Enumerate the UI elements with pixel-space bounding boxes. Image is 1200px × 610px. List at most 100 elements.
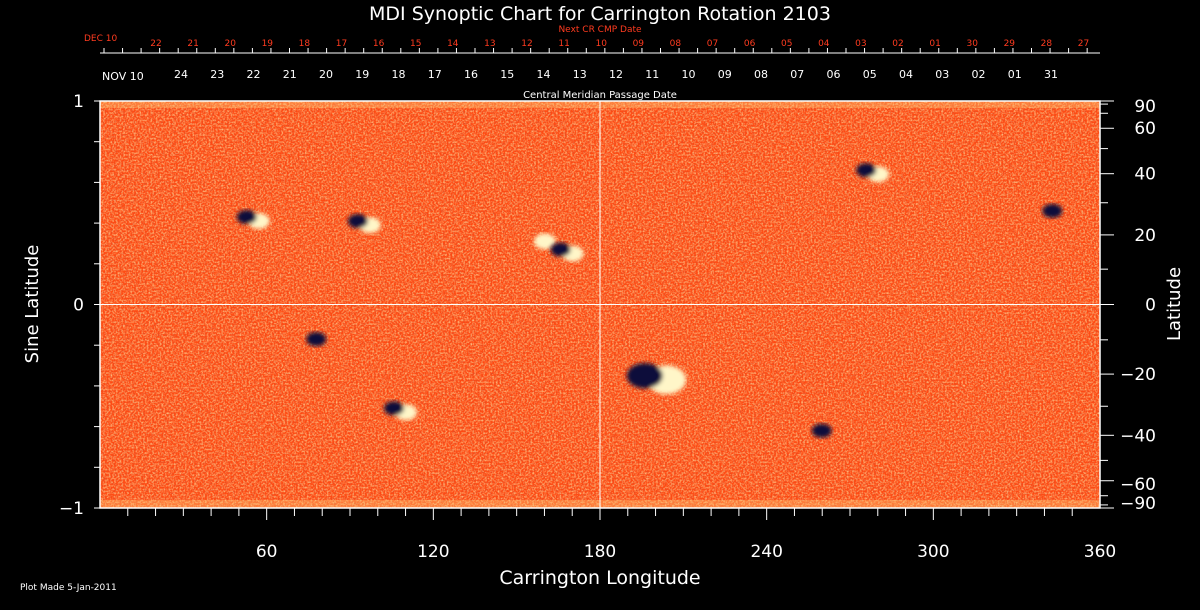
cmp-date-label: 19 [355, 68, 369, 81]
next-cr-date-label: 17 [336, 39, 347, 49]
next-cr-date-label: 10 [595, 39, 607, 49]
next-cr-date-label: 05 [781, 39, 792, 49]
y-left-tick-label: 1 [73, 92, 84, 112]
y-right-tick-label: −90 [1120, 494, 1156, 514]
x-axis-label: Carrington Longitude [499, 567, 700, 589]
next-cr-date-label: 12 [521, 39, 532, 49]
x-tick-label: 300 [917, 542, 949, 562]
next-cr-date-label: 09 [633, 39, 645, 49]
top-date-ticks [103, 48, 1088, 53]
cmp-date-label: 12 [609, 68, 623, 81]
cmp-date-label: 23 [210, 68, 224, 81]
cmp-date-label: 20 [319, 68, 333, 81]
cmp-date-label: 18 [392, 68, 406, 81]
next-cr-date-label: 15 [410, 39, 421, 49]
positive-polarity-spot [533, 233, 556, 250]
active-region [626, 363, 687, 395]
y-left-tick-label: 0 [73, 296, 84, 316]
x-tick-label: 360 [1084, 542, 1116, 562]
next-cr-date-label: 21 [187, 39, 198, 49]
next-cr-date-label: 06 [744, 39, 756, 49]
y-right-tick-label: −20 [1120, 365, 1156, 385]
next-cr-date-label: 04 [818, 39, 830, 49]
cmp-date-label: 01 [1008, 68, 1022, 81]
next-cr-date-label: 29 [1004, 39, 1016, 49]
next-cr-date-label: 11 [558, 39, 569, 49]
cmp-dates: 24 23 22 21 20 19 18 17 16 15 14 13 12 11 10 09 08 07 06 05… [174, 68, 1058, 81]
active-region [347, 214, 381, 234]
x-tick-label: 120 [417, 542, 449, 562]
cmp-date-label: 09 [718, 68, 732, 81]
cmp-month: NOV 10 [102, 70, 144, 83]
y-left-tick-label: −1 [59, 499, 84, 519]
cmp-date-label: 03 [935, 68, 949, 81]
next-cr-dates: 22 21 20 19 18 17 16 15 14 13 12 11 10 09 08 07 06 05 04 03… [150, 39, 1089, 49]
next-cr-date-label: 02 [892, 39, 903, 49]
negative-polarity-spot [347, 214, 368, 229]
active-region [856, 163, 890, 183]
y-right-tick-label: 90 [1134, 97, 1156, 117]
next-cr-date-label: 20 [224, 39, 236, 49]
cmp-date-label: 31 [1044, 68, 1058, 81]
cmp-date-label: 06 [827, 68, 841, 81]
next-cr-date-label: 07 [707, 39, 718, 49]
next-cr-date-label: 18 [299, 39, 311, 49]
active-region [533, 233, 556, 250]
next-cr-label: Next CR CMP Date [558, 25, 642, 35]
y-right-tick-label: 40 [1134, 165, 1156, 185]
cmp-date-label: 13 [573, 68, 587, 81]
y-right-tick-label: −40 [1120, 426, 1156, 446]
next-cr-date-label: 16 [373, 39, 385, 49]
active-region [236, 210, 270, 230]
cmp-date-label: 07 [790, 68, 804, 81]
negative-polarity-spot [550, 242, 571, 257]
active-region [550, 242, 584, 262]
plot-made-note: Plot Made 5-Jan-2011 [20, 583, 117, 593]
cmp-date-label: 08 [754, 68, 768, 81]
x-axis: 60 120 180 240 300 360 [127, 508, 1116, 562]
cmp-date-label: 24 [174, 68, 188, 81]
cmp-date-label: 16 [464, 68, 478, 81]
cmp-date-label: 11 [645, 68, 659, 81]
next-cr-date-label: 03 [855, 39, 866, 49]
y-right-tick-label: 0 [1145, 296, 1156, 316]
negative-polarity-spot [236, 210, 257, 225]
negative-polarity-spot [1042, 203, 1063, 218]
next-cr-date-label: 01 [929, 39, 940, 49]
next-cr-month: DEC 10 [84, 34, 117, 44]
cmp-date-label: 17 [428, 68, 442, 81]
negative-polarity-spot [856, 163, 877, 178]
cmp-date-label: 02 [972, 68, 986, 81]
negative-polarity-spot [306, 332, 327, 347]
x-tick-label: 240 [750, 542, 782, 562]
cmp-label: Central Meridian Passage Date [523, 90, 677, 101]
next-cr-date-label: 08 [670, 39, 682, 49]
next-cr-date-label: 30 [966, 39, 978, 49]
y-right-tick-label: −60 [1120, 475, 1156, 495]
next-cr-date-label: 19 [262, 39, 274, 49]
active-region [811, 423, 832, 438]
negative-polarity-spot [384, 401, 404, 416]
next-cr-date-label: 22 [150, 39, 161, 49]
y-right-tick-label: 60 [1134, 119, 1156, 139]
negative-polarity-spot [811, 423, 832, 438]
active-region [1042, 203, 1063, 218]
active-region [384, 401, 417, 421]
active-region [306, 332, 327, 347]
y-axis-right-label: Latitude [1164, 267, 1185, 341]
negative-polarity-spot [626, 363, 663, 389]
cmp-date-label: 14 [537, 68, 551, 81]
next-cr-date-label: 28 [1041, 39, 1053, 49]
x-tick-label: 60 [256, 542, 278, 562]
cmp-date-label: 04 [899, 68, 913, 81]
cmp-date-label: 15 [500, 68, 514, 81]
next-cr-date-label: 27 [1078, 39, 1089, 49]
next-cr-date-label: 14 [447, 39, 459, 49]
x-tick-label: 180 [584, 542, 616, 562]
cmp-date-label: 21 [283, 68, 297, 81]
y-axis-left: 1 0 −1 [59, 92, 100, 519]
y-axis-left-label: Sine Latitude [22, 245, 43, 364]
active-regions [236, 163, 1063, 438]
